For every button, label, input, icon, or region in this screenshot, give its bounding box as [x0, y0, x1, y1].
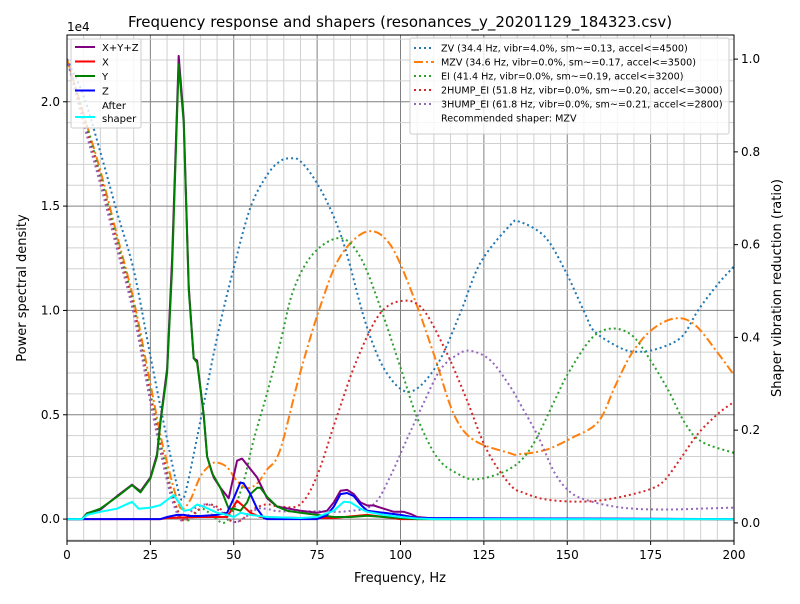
legend-psd-label: Z: [102, 87, 109, 98]
recommended-shaper-text: Recommended shaper: MZV: [441, 114, 577, 125]
y-axis-label: Power spectral density: [15, 214, 30, 362]
legend-shaper-label: MZV (34.6 Hz, vibr=0.0%, sm~=0.17, accel…: [441, 58, 696, 69]
x-tick-label: 0: [63, 548, 71, 562]
y-tick-label: 1.5: [41, 199, 60, 213]
legend-shaper-label: 2HUMP_EI (51.8 Hz, vibr=0.0%, sm~=0.20, …: [441, 86, 723, 97]
y-offset-label: 1e4: [67, 20, 90, 34]
legend-shaper-label: ZV (34.4 Hz, vibr=4.0%, sm~=0.13, accel<…: [441, 44, 688, 55]
x-tick-label: 100: [389, 548, 412, 562]
shaper-line-3hump-ei: [67, 58, 734, 524]
psd-line-after: [67, 494, 734, 521]
y-right-tick-label: 1.0: [741, 52, 760, 66]
legend-shapers-box: [409, 37, 730, 135]
x-tick-label: 75: [309, 548, 324, 562]
x-tick-label: 150: [556, 548, 579, 562]
legend-shapers: ZV (34.4 Hz, vibr=4.0%, sm~=0.13, accel<…: [409, 37, 730, 135]
y-tick-label: 0.5: [41, 408, 60, 422]
x-axis-label: Frequency, Hz: [354, 571, 446, 586]
shaper-line-mzv: [67, 58, 734, 511]
y-tick-label: 1.0: [41, 303, 60, 317]
psd-line-z: [67, 481, 734, 521]
y-tick-label: 0.0: [41, 512, 60, 526]
x-tick-label: 25: [143, 548, 158, 562]
shaper-line-zv: [67, 58, 734, 501]
x-tick-label: 200: [723, 548, 746, 562]
legend-psd-label: shaper: [102, 114, 137, 125]
x-tick-label: 175: [639, 548, 662, 562]
x-tick-label: 125: [472, 548, 495, 562]
legend-psd-label: X+Y+Z: [102, 43, 139, 54]
y-right-tick-label: 0.2: [741, 423, 760, 437]
x-tick-label: 50: [226, 548, 241, 562]
legend-psd: X+Y+Z XYZ After shaper: [70, 38, 142, 129]
ticks: 0 25 50 75 100 125 150 175 200 0.0 0.5 1.0 1.5 2.0 0.0…: [41, 52, 760, 562]
legend-psd-label: Y: [101, 72, 109, 83]
shaper-line-2hump-ei: [67, 58, 734, 524]
y-right-tick-label: 0.4: [741, 330, 760, 344]
curves: [67, 54, 734, 524]
y-right-axis-label: Shaper vibration reduction (ratio): [770, 179, 785, 397]
y-right-tick-label: 0.8: [741, 145, 760, 159]
legend-psd-label: After: [102, 101, 127, 112]
legend-shaper-label: 3HUMP_EI (61.8 Hz, vibr=0.0%, sm~=0.21, …: [441, 100, 723, 111]
chart-title: Frequency response and shapers (resonanc…: [128, 13, 672, 32]
legend-shaper-label: EI (41.4 Hz, vibr=0.0%, sm~=0.19, accel<…: [441, 72, 683, 83]
y-right-tick-label: 0.6: [741, 238, 760, 252]
y-right-tick-label: 0.0: [741, 516, 760, 530]
y-tick-label: 2.0: [41, 95, 60, 109]
legend-psd-label: X: [102, 58, 109, 69]
